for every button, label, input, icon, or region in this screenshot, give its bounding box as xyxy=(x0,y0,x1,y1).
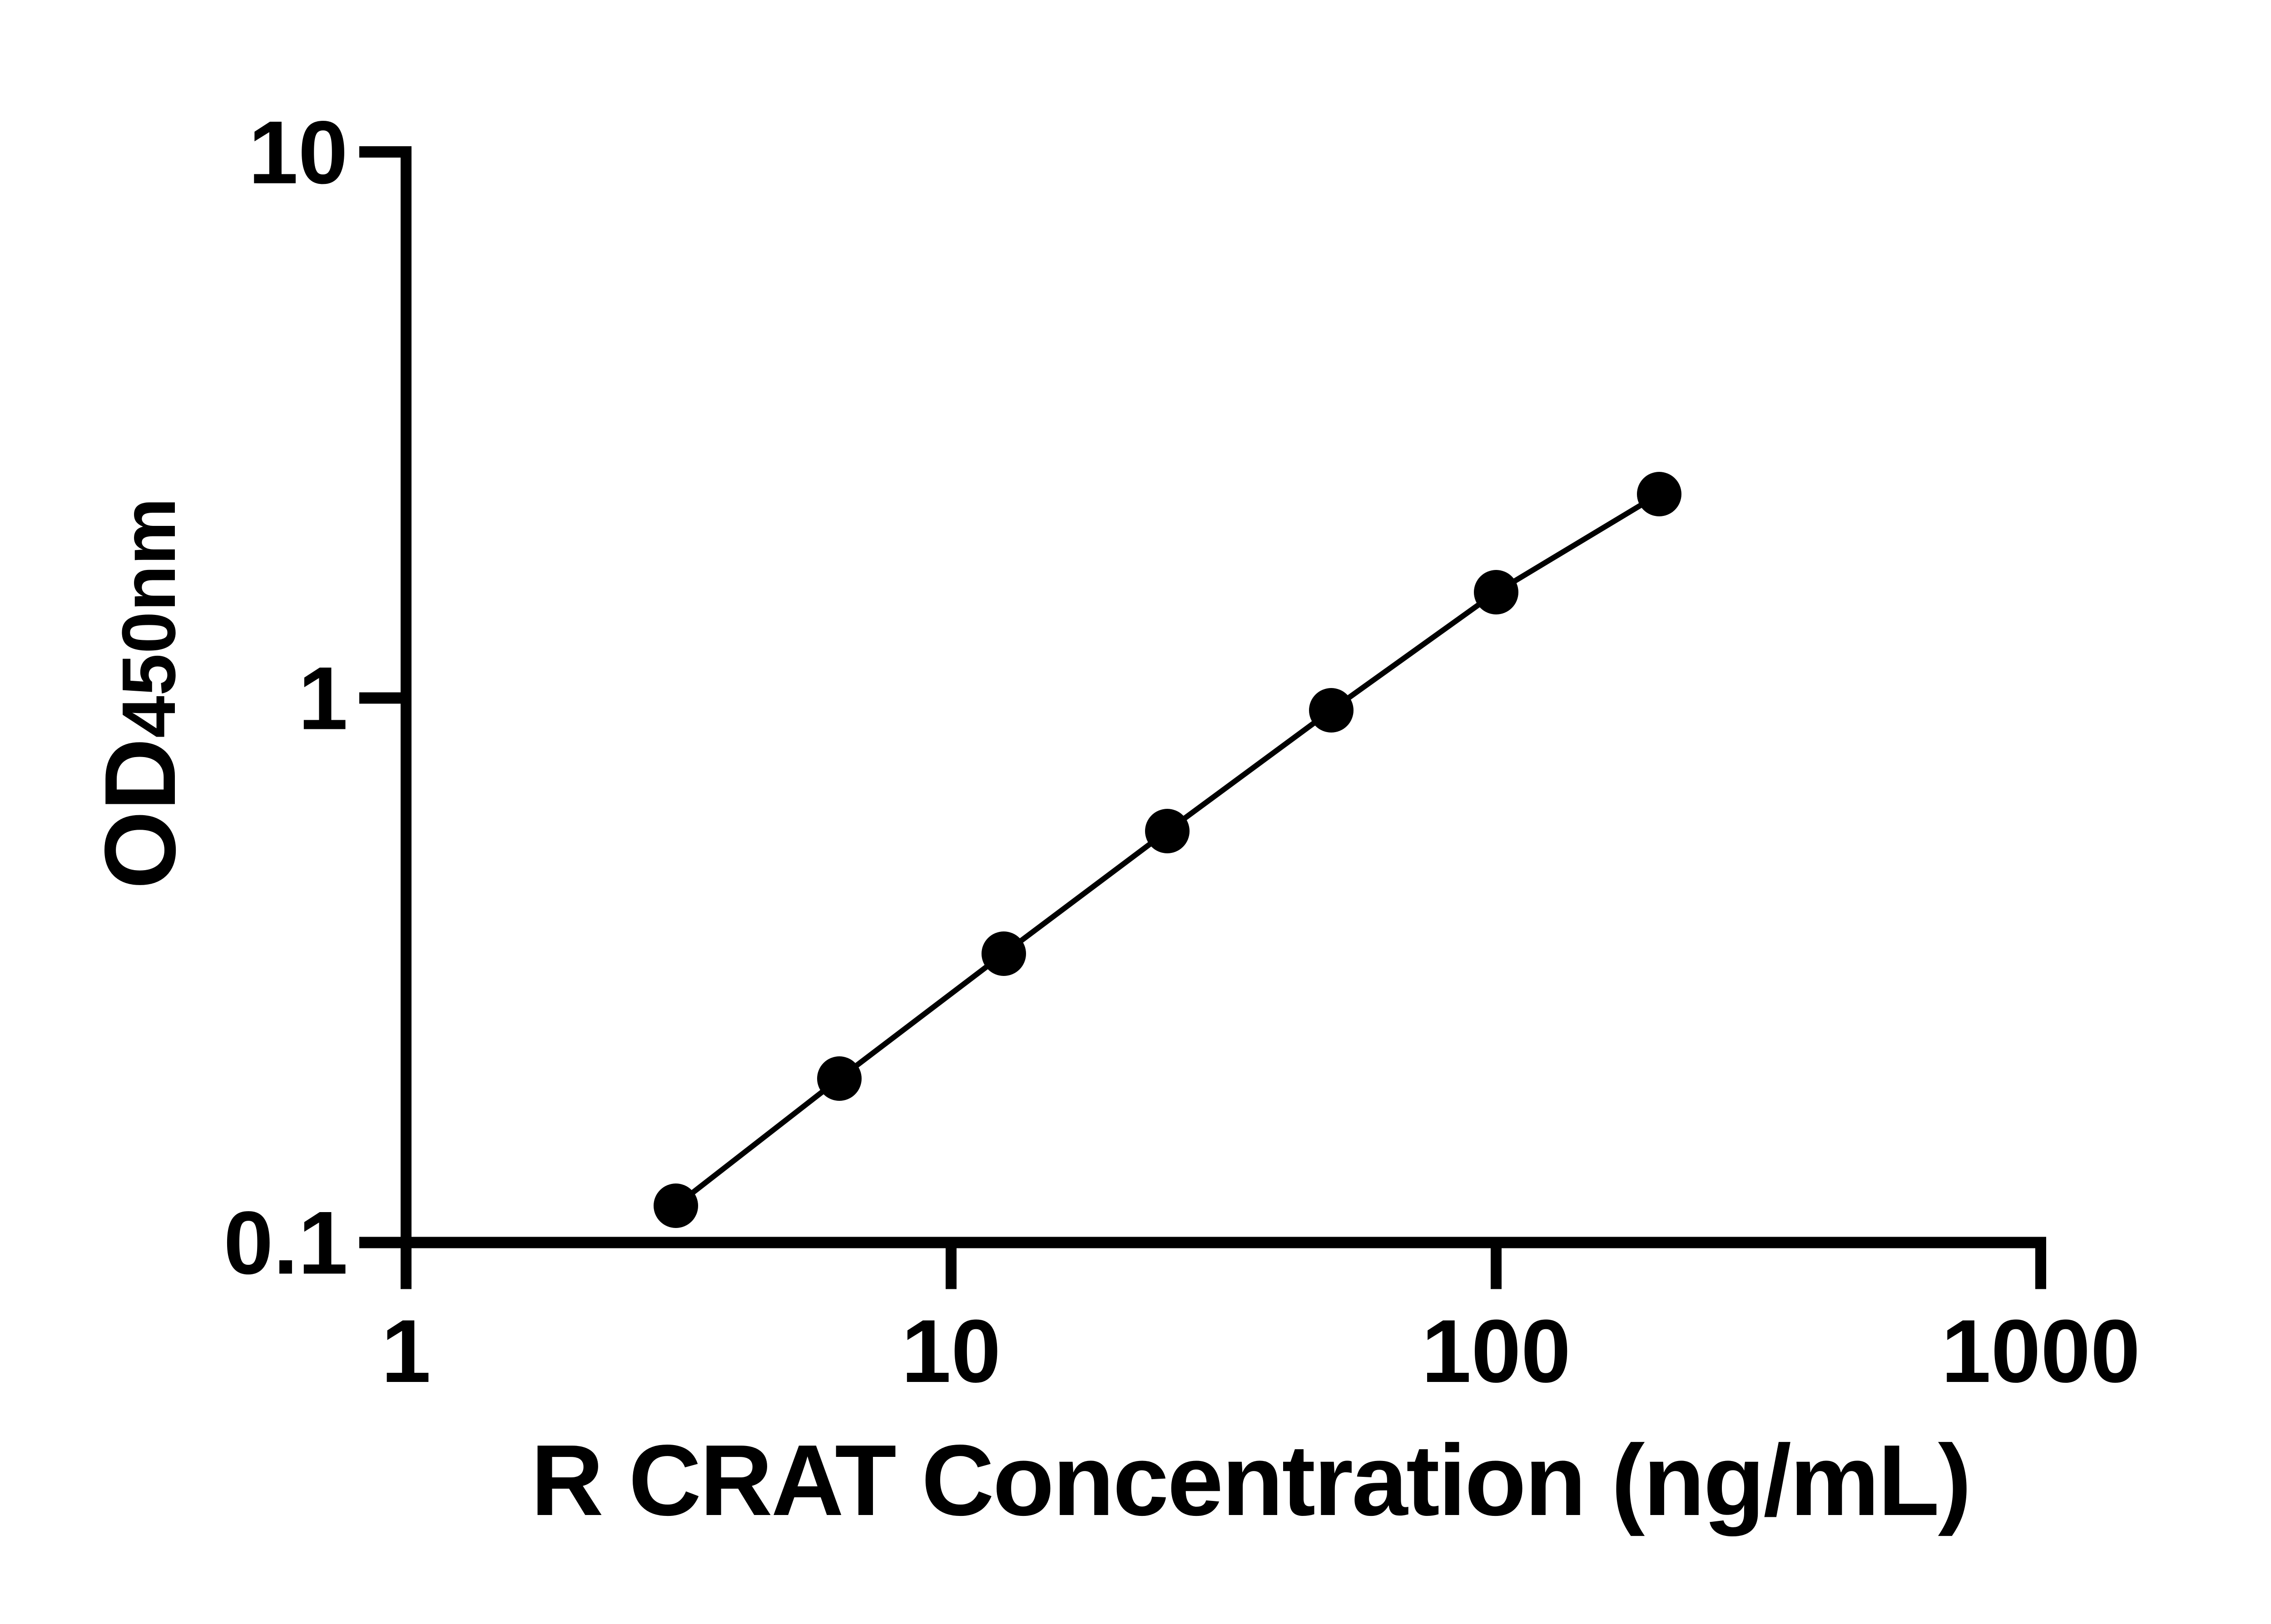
svg-text:0.1: 0.1 xyxy=(223,1193,348,1293)
svg-text:10: 10 xyxy=(248,103,348,203)
svg-text:10: 10 xyxy=(901,1301,1001,1401)
svg-text:1: 1 xyxy=(298,649,348,748)
svg-text:1000: 1000 xyxy=(1941,1301,2140,1401)
svg-text:100: 100 xyxy=(1422,1301,1571,1401)
svg-text:R CRAT Concentration (ng/mL): R CRAT Concentration (ng/mL) xyxy=(531,1424,1970,1537)
svg-text:1: 1 xyxy=(381,1301,431,1401)
svg-text:OD450nm: OD450nm xyxy=(84,498,197,889)
